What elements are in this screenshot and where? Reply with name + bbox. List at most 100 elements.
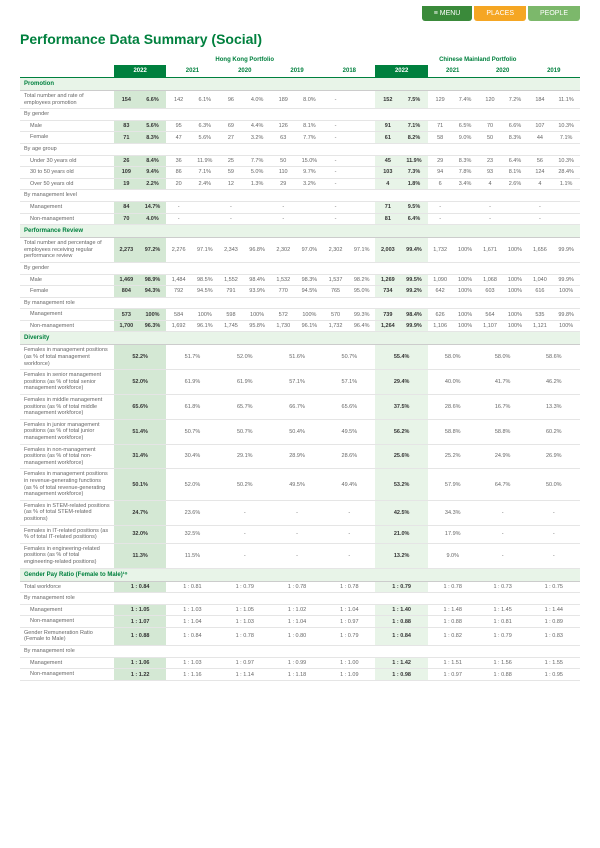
cell: 1 : 0.89 (528, 616, 580, 628)
cell: 1 : 0.82 (428, 627, 478, 645)
table-row: Male1,46998.9%1,48498.5%1,55298.4%1,5329… (20, 274, 580, 286)
hk-header: Hong Kong Portfolio (114, 55, 375, 65)
table-row: Management1 : 1.051 : 1.031 : 1.051 : 1.… (20, 604, 580, 616)
cell: 98.4% (400, 309, 428, 321)
cell (348, 178, 376, 190)
cell: 3.4% (452, 178, 477, 190)
cell: 8.4% (139, 155, 167, 167)
cell: 1 : 1.18 (271, 669, 323, 681)
year-col: 2022 (114, 65, 166, 78)
menu-button[interactable]: ≡ MENU (422, 6, 473, 21)
table-row: Management8414.7%----719.5%--- (20, 201, 580, 213)
cell: 1.8% (400, 178, 428, 190)
cell: 1 : 1.51 (428, 657, 478, 669)
cell: 8.2% (400, 132, 428, 144)
cell: 6.4% (502, 155, 527, 167)
cell: 24.9% (478, 444, 528, 469)
people-button[interactable]: PEOPLE (528, 6, 580, 21)
cell: 3.2% (243, 132, 271, 144)
section-header: Performance Review (20, 225, 580, 238)
cell: 61.9% (219, 370, 271, 395)
cell: 1 : 1.05 (219, 604, 271, 616)
cell: 13.3% (528, 395, 580, 420)
cell: 29.4% (375, 370, 427, 395)
cell: 1 : 0.81 (166, 581, 218, 593)
cell: 6.6% (139, 91, 167, 109)
cell: 5.6% (139, 120, 167, 132)
cell (296, 201, 324, 213)
row-label: Management (20, 201, 114, 213)
cell: 804 (114, 286, 139, 298)
cell: 1,469 (114, 274, 139, 286)
cell: 61 (375, 132, 400, 144)
portfolio-header: Hong Kong Portfolio Chinese Mainland Por… (20, 55, 580, 65)
cell: 23.6% (166, 500, 218, 525)
cell (348, 120, 376, 132)
cell: - (323, 201, 348, 213)
cell: 1,121 (528, 320, 553, 332)
table-row: Females in engineering-related positions… (20, 543, 580, 568)
cell: 1 : 0.79 (375, 581, 427, 593)
cell: 50.2% (219, 469, 271, 500)
cell: 93.9% (243, 286, 271, 298)
row-label: Non-management (20, 669, 114, 681)
cell: 9.0% (452, 132, 477, 144)
table-row: Females in middle management positions (… (20, 395, 580, 420)
cell: 50.1% (114, 469, 166, 500)
cell: 626 (428, 309, 453, 321)
cell: 51.7% (166, 345, 218, 370)
cell: 100% (502, 286, 527, 298)
cell: 61.8% (166, 395, 218, 420)
row-label: By gender (20, 109, 580, 121)
cell: 96.1% (296, 320, 324, 332)
cell: 99.4% (400, 238, 428, 263)
cell: - (219, 543, 271, 568)
cell: 616 (528, 286, 553, 298)
cell: 99.3% (348, 309, 376, 321)
cell: 2.6% (502, 178, 527, 190)
cell: 1,264 (375, 320, 400, 332)
table-row: Females in management positions in reven… (20, 469, 580, 500)
cell: 96.8% (243, 238, 271, 263)
cell: 9.5% (400, 201, 428, 213)
cell: 1 : 1.02 (271, 604, 323, 616)
cell: 7.1% (552, 132, 580, 144)
cell: 1 : 1.16 (166, 669, 218, 681)
cell: 8.0% (296, 91, 324, 109)
cell: 1,671 (478, 238, 503, 263)
places-button[interactable]: PLACES (474, 6, 526, 21)
cell: 572 (271, 309, 296, 321)
cell: - (478, 500, 528, 525)
cell: 99.2% (400, 286, 428, 298)
cell: 96 (219, 91, 244, 109)
cell: 1,040 (528, 274, 553, 286)
cell: 94.5% (296, 286, 324, 298)
cell: 6 (428, 178, 453, 190)
cell: 7.1% (400, 120, 428, 132)
cell: - (528, 500, 580, 525)
cell: 124 (528, 167, 553, 179)
row-label: Male (20, 274, 114, 286)
cell: 98.2% (348, 274, 376, 286)
cell: 1 : 0.97 (219, 657, 271, 669)
row-label: Female (20, 286, 114, 298)
table-row: Females in senior management positions (… (20, 370, 580, 395)
row-label: Male (20, 120, 114, 132)
cell: 57.9% (428, 469, 478, 500)
cell: 28.9% (271, 444, 323, 469)
row-label: Gender Remuneration Ratio (Female to Mal… (20, 627, 114, 645)
cell: 2,302 (271, 238, 296, 263)
row-label: Females in junior management positions (… (20, 419, 114, 444)
cell: 1 : 1.45 (478, 604, 528, 616)
cell: 2.2% (139, 178, 167, 190)
row-label: Female (20, 132, 114, 144)
cell: 4.0% (243, 91, 271, 109)
cell: 9.7% (296, 167, 324, 179)
cell: 95.0% (348, 286, 376, 298)
cell: 4 (375, 178, 400, 190)
cell: 1 : 1.40 (375, 604, 427, 616)
row-label: Over 50 years old (20, 178, 114, 190)
cell: 109 (114, 167, 139, 179)
cell: 6.4% (400, 213, 428, 225)
cell (502, 213, 527, 225)
